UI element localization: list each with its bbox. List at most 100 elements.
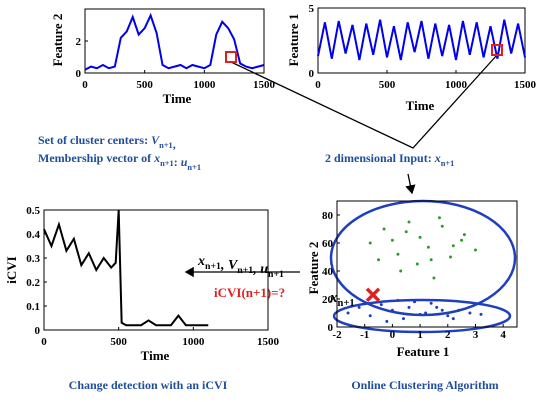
- text-part: :: [144, 133, 151, 147]
- y-axis-label: Feature 2: [50, 14, 65, 67]
- math-var: x: [153, 151, 160, 165]
- series-line: [317, 19, 526, 61]
- text-part: ,: [252, 262, 260, 277]
- point: [390, 238, 394, 242]
- math-sub: n+1: [159, 141, 173, 150]
- point: [357, 305, 361, 309]
- math-var: x: [197, 254, 205, 269]
- feedback-label: xn+1, Vn+1, un+1: [197, 254, 284, 280]
- point: [426, 245, 430, 249]
- y-tick-label: 0: [76, 68, 82, 80]
- x-tick-label: 1500: [514, 79, 537, 91]
- plot-frame: [317, 7, 526, 74]
- math-var: V: [228, 258, 239, 273]
- y-tick-label: 0.4: [26, 229, 40, 241]
- x-tick-label: 1000: [445, 79, 468, 91]
- text-part: Membership vector of: [38, 151, 154, 165]
- caption: Change detection with an iCVI: [69, 378, 228, 392]
- arrow: [405, 173, 416, 195]
- point: [382, 227, 386, 231]
- point: [473, 248, 477, 252]
- point: [449, 255, 453, 259]
- caption: Online Clustering Algorithm: [351, 378, 498, 392]
- y-axis-label: Feature 2: [306, 242, 321, 295]
- point-label: xn+1: [329, 290, 355, 309]
- point: [399, 269, 403, 273]
- x-tick-label: 1500: [253, 79, 276, 91]
- text-part: ,: [220, 258, 228, 273]
- text-part: 2 dimensional Input:: [325, 151, 435, 165]
- point: [440, 308, 444, 312]
- point: [429, 301, 433, 305]
- point: [429, 258, 433, 262]
- text-part: Set of cluster centers: [38, 133, 144, 147]
- cluster-ellipse: [329, 199, 517, 317]
- x-tick-label: 1: [417, 329, 423, 341]
- math-var: x: [434, 151, 441, 165]
- query-label: iCVI(n+1)=?: [214, 285, 285, 300]
- x-tick-label: -2: [332, 329, 342, 341]
- point: [396, 252, 400, 256]
- x-tick-label: 0: [390, 329, 396, 341]
- y-tick-label: 2: [76, 36, 82, 48]
- math-var: V: [151, 133, 160, 147]
- x-tick-label: 500: [136, 79, 153, 91]
- point: [451, 244, 455, 248]
- plot-frame: [84, 8, 265, 74]
- text-part: ,: [173, 137, 176, 151]
- point: [404, 230, 408, 234]
- point: [460, 238, 464, 242]
- point: [407, 305, 411, 309]
- connector: [230, 54, 498, 149]
- x-tick-label: -1: [360, 329, 369, 341]
- membership-label: Membership vector of xn+1: un+1: [38, 151, 201, 172]
- x-tick-label: 500: [379, 79, 396, 91]
- text-part: :: [174, 155, 181, 169]
- point: [377, 258, 381, 262]
- point: [379, 303, 383, 307]
- point: [401, 317, 405, 321]
- point: [413, 300, 417, 304]
- x-tick-label: 0: [82, 79, 88, 91]
- x-tick-label: 1500: [257, 336, 280, 348]
- point: [368, 241, 372, 245]
- x-axis-label: Feature 1: [397, 344, 450, 359]
- y-tick-label: 40: [322, 266, 334, 278]
- point: [418, 312, 422, 316]
- point: [415, 262, 419, 266]
- point: [396, 298, 400, 302]
- series-line: [43, 209, 209, 327]
- plot-frame: [43, 209, 269, 331]
- y-tick-label: 0.2: [26, 277, 40, 289]
- x-tick-label: 1000: [182, 336, 205, 348]
- point: [451, 317, 455, 321]
- point: [368, 314, 372, 318]
- x-marker: [365, 287, 381, 303]
- y-tick-label: 0.1: [26, 301, 40, 313]
- x-axis-label: Time: [163, 91, 192, 106]
- x-axis-label: Time: [406, 98, 435, 113]
- point: [385, 319, 389, 323]
- math-sub: n+1: [237, 265, 253, 276]
- y-tick-label: 0: [328, 322, 334, 334]
- math-sub: n+1: [160, 159, 174, 168]
- math-sub: n+1: [205, 261, 221, 272]
- input-label: 2 dimensional Input: xn+1: [325, 151, 454, 168]
- x-tick-label: 2: [445, 329, 451, 341]
- point: [437, 216, 441, 220]
- point: [479, 312, 483, 316]
- point: [346, 311, 350, 315]
- y-tick-label: 0: [309, 68, 315, 80]
- y-tick-label: 0.3: [26, 253, 40, 265]
- point: [446, 314, 450, 318]
- point: [440, 224, 444, 228]
- y-tick-label: 0: [35, 325, 41, 337]
- math-sub: n+1: [187, 163, 201, 172]
- selection-box: [225, 51, 237, 63]
- math-var: x: [329, 290, 338, 306]
- x-tick-label: 1000: [193, 79, 216, 91]
- y-tick-label: 60: [322, 238, 334, 250]
- selection-box: [491, 44, 503, 56]
- math-sub: n+1: [268, 269, 284, 280]
